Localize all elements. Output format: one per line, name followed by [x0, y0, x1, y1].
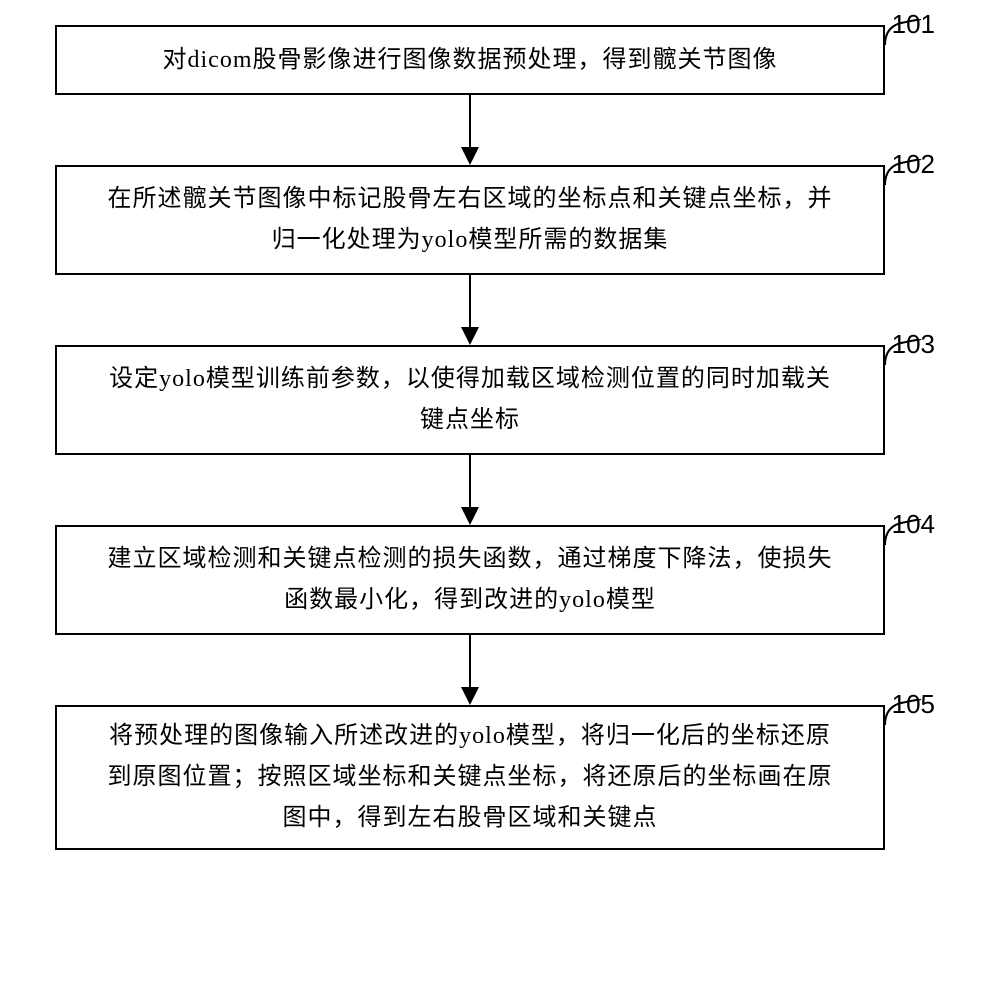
arrow-down-icon: [455, 635, 485, 705]
flowchart-container: 101 对dicom股骨影像进行图像数据预处理，得到髋关节图像 102 在所述髋…: [55, 25, 925, 850]
step-text: 将预处理的图像输入所述改进的yolo模型，将归一化后的坐标还原到原图位置；按照区…: [97, 716, 843, 838]
step-label: 104: [892, 509, 935, 540]
step-box-105: 105 将预处理的图像输入所述改进的yolo模型，将归一化后的坐标还原到原图位置…: [55, 705, 885, 850]
step-label: 102: [892, 149, 935, 180]
step-text: 对dicom股骨影像进行图像数据预处理，得到髋关节图像: [163, 40, 778, 81]
step-label: 101: [892, 9, 935, 40]
step-label: 105: [892, 689, 935, 720]
step-box-103: 103 设定yolo模型训练前参数，以使得加载区域检测位置的同时加载关键点坐标: [55, 345, 885, 455]
arrow-down-icon: [455, 95, 485, 165]
step-box-102: 102 在所述髋关节图像中标记股骨左右区域的坐标点和关键点坐标，并归一化处理为y…: [55, 165, 885, 275]
arrow-container: [55, 455, 885, 525]
arrow-container: [55, 635, 885, 705]
step-text: 在所述髋关节图像中标记股骨左右区域的坐标点和关键点坐标，并归一化处理为yolo模…: [97, 179, 843, 261]
step-box-101: 101 对dicom股骨影像进行图像数据预处理，得到髋关节图像: [55, 25, 885, 95]
arrow-down-icon: [455, 275, 485, 345]
step-box-104: 104 建立区域检测和关键点检测的损失函数，通过梯度下降法，使损失函数最小化，得…: [55, 525, 885, 635]
arrow-container: [55, 275, 885, 345]
arrow-down-icon: [455, 455, 485, 525]
step-label: 103: [892, 329, 935, 360]
step-text: 建立区域检测和关键点检测的损失函数，通过梯度下降法，使损失函数最小化，得到改进的…: [97, 539, 843, 621]
step-text: 设定yolo模型训练前参数，以使得加载区域检测位置的同时加载关键点坐标: [97, 359, 843, 441]
arrow-container: [55, 95, 885, 165]
